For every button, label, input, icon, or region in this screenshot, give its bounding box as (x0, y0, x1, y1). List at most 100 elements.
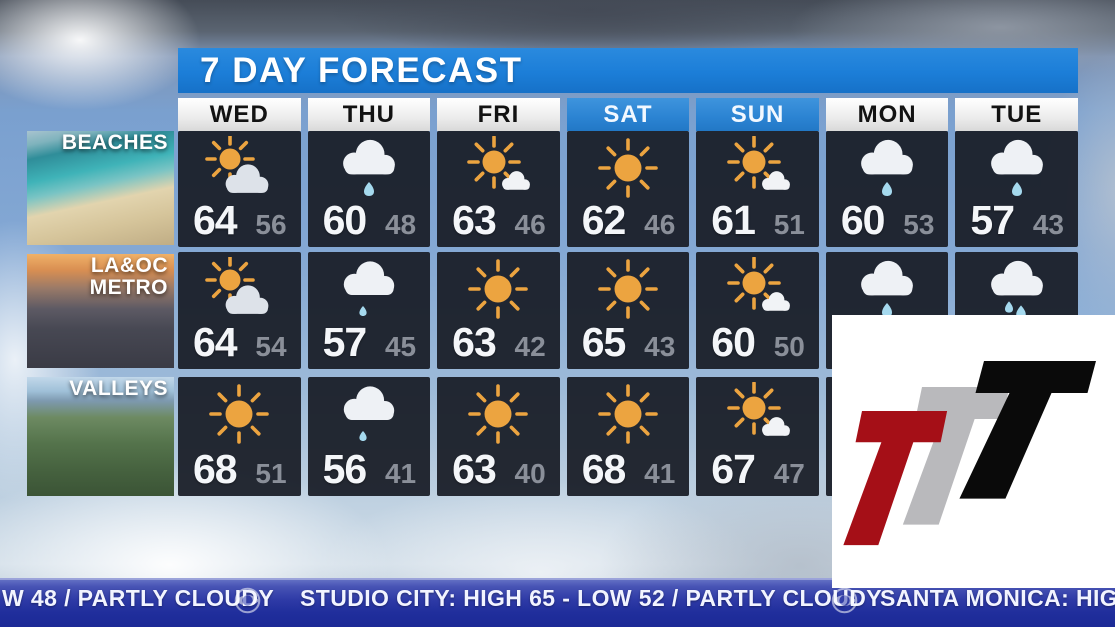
freeway-photo (27, 254, 174, 368)
sun-small-cloud-icon (719, 135, 797, 207)
forecast-cell-2-sat: 68 41 (566, 377, 690, 496)
temps: 56 41 (323, 446, 417, 493)
temps: 57 45 (323, 319, 417, 366)
high-temp: 64 (193, 197, 238, 243)
high-temp: 63 (452, 197, 497, 243)
cloud-rain-icon (848, 136, 926, 207)
cbs-eye-icon (831, 587, 858, 619)
cloud-rain-icon (848, 257, 926, 328)
forecast-cell-1-sun: 60 50 (696, 252, 819, 369)
day-header-mon: MON (825, 98, 949, 131)
region-label-text: BEACHES (61, 131, 168, 154)
day-header-row: WED THU FRI SAT SUN MON TUE (178, 98, 1078, 131)
high-temp: 60 (711, 319, 756, 365)
forecast-cell-1-fri: 63 42 (437, 252, 560, 369)
low-temp: 42 (514, 331, 546, 362)
station-logo-box (832, 315, 1115, 588)
region-label-valleys: VALLEYS (69, 377, 168, 400)
high-temp: 63 (452, 446, 497, 492)
day-header-fri: FRI (437, 98, 560, 131)
forecast-cell-0-fri: 63 46 (437, 131, 560, 247)
low-temp: 53 (903, 209, 935, 240)
day-header-tue: TUE (955, 98, 1078, 131)
high-temp: 61 (711, 197, 756, 243)
low-temp: 54 (255, 331, 287, 362)
temps: 60 48 (323, 197, 417, 244)
low-temp: 41 (384, 458, 417, 489)
high-temp: 67 (711, 446, 756, 492)
low-temp: 46 (514, 209, 546, 240)
forecast-cell-1-sat: 65 43 (566, 252, 690, 369)
sun-small-cloud-icon (459, 135, 537, 207)
region-label-metro: LA&OC METRO (89, 254, 168, 300)
low-temp: 41 (644, 458, 676, 489)
day-header-sat: SAT (566, 98, 690, 131)
forecast-title-bar: 7 DAY FORECAST (178, 48, 1078, 93)
cloud-rain-icon (330, 136, 408, 207)
region-photo-valleys: VALLEYS (27, 377, 174, 496)
high-temp: 57 (970, 197, 1015, 243)
forecast-cell-2-fri: 63 40 (437, 377, 560, 496)
cbs-eye-icon (234, 587, 261, 619)
sun-cloud-icon (200, 134, 278, 207)
low-temp: 51 (773, 209, 805, 240)
ttt-logo-icon (834, 361, 1096, 546)
low-temp: 46 (644, 209, 676, 240)
low-temp: 45 (384, 331, 417, 362)
sun-icon (589, 257, 667, 328)
sun-small-cloud-icon (719, 381, 797, 453)
sun-icon (459, 382, 537, 453)
forecast-cell-0-mon: 60 53 (825, 131, 949, 247)
high-temp: 65 (581, 319, 627, 365)
high-temp: 63 (452, 319, 497, 365)
region-label-text: VALLEYS (69, 377, 168, 400)
ticker-item: SANTA MONICA: HIGH (880, 585, 1115, 611)
sun-small-cloud-icon (719, 256, 797, 328)
cloud-decor (0, 0, 200, 110)
high-temp: 57 (322, 319, 368, 365)
forecast-cell-1-wed: 64 54 (178, 252, 301, 369)
beach-photo (27, 131, 174, 245)
region-photo-metro: LA&OC METRO (27, 254, 174, 368)
forecast-cell-2-thu: 56 41 (307, 377, 431, 496)
temps: 68 51 (193, 446, 287, 493)
sun-cloud-icon (200, 255, 278, 328)
temps: 63 42 (452, 319, 546, 366)
region-label-text: METRO (89, 276, 168, 300)
temps: 62 46 (582, 197, 676, 244)
low-temp: 43 (644, 331, 676, 362)
valley-photo (27, 377, 174, 496)
temps: 63 46 (452, 197, 546, 244)
high-temp: 60 (322, 197, 368, 243)
sun-icon (459, 257, 537, 328)
temps: 61 51 (711, 197, 805, 244)
forecast-cell-0-wed: 64 56 (178, 131, 301, 247)
low-temp: 43 (1032, 209, 1064, 240)
temps: 65 43 (582, 319, 676, 366)
cloud-rain-icon (978, 136, 1056, 207)
sun-icon (200, 382, 278, 453)
day-header-sun: SUN (696, 98, 819, 131)
temps: 63 40 (452, 446, 546, 493)
temps: 57 43 (970, 197, 1064, 244)
sun-icon (589, 382, 667, 453)
low-temp: 56 (255, 209, 287, 240)
page-title: 7 DAY FORECAST (200, 50, 523, 90)
high-temp: 62 (581, 197, 627, 243)
cloud-drizzle-icon (330, 382, 408, 453)
cloud-drizzle-icon (330, 257, 408, 328)
forecast-cell-1-thu: 57 45 (307, 252, 431, 369)
temps: 67 47 (711, 446, 805, 493)
forecast-cell-0-tue: 57 43 (955, 131, 1078, 247)
temps: 64 56 (193, 197, 287, 244)
region-label-text: LA&OC (90, 254, 168, 277)
low-temp: 50 (773, 331, 805, 362)
low-temp: 51 (255, 458, 287, 489)
temps: 60 50 (711, 319, 805, 366)
low-temp: 47 (773, 458, 805, 489)
cloud-rain2-icon (978, 257, 1056, 328)
forecast-row-beaches: 64 56 60 48 63 46 62 46 61 51 60 53 57 43 (178, 131, 1078, 247)
ticker-item: W 48 / PARTLY CLOUDY (2, 585, 275, 611)
temps: 64 54 (193, 319, 287, 366)
forecast-cell-0-thu: 60 48 (307, 131, 431, 247)
